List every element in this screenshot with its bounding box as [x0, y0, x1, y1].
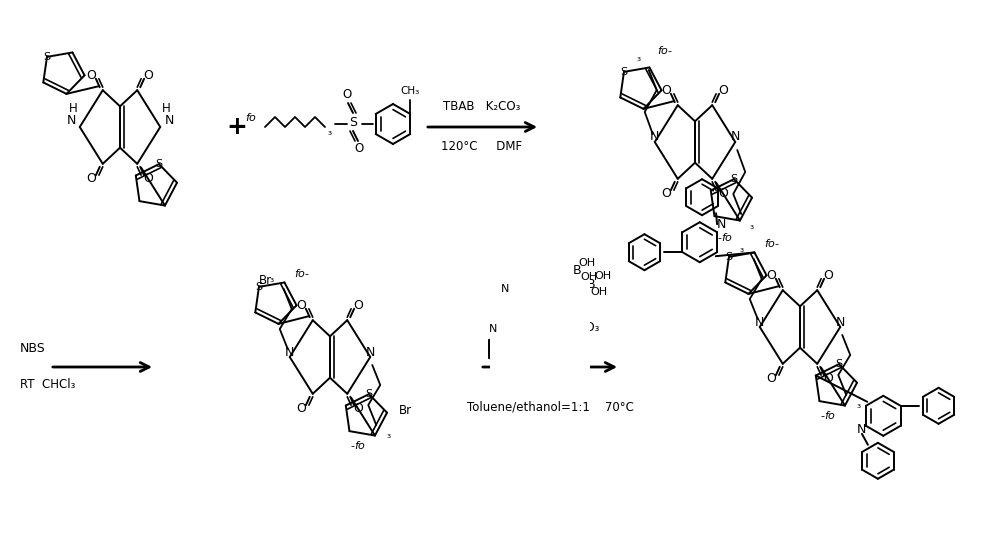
- Text: O: O: [86, 172, 96, 185]
- Text: ₃: ₃: [637, 53, 641, 63]
- Text: O: O: [354, 143, 364, 156]
- Text: N: N: [164, 114, 174, 127]
- Text: CH₃: CH₃: [401, 86, 420, 96]
- Text: N: N: [716, 218, 726, 231]
- Text: OH: OH: [590, 287, 607, 297]
- Text: N: N: [489, 324, 497, 333]
- Text: H: H: [69, 102, 78, 115]
- Text: RT  CHCl₃: RT CHCl₃: [20, 378, 75, 391]
- Text: O: O: [766, 268, 776, 281]
- Text: N: N: [857, 423, 867, 436]
- Text: N: N: [523, 282, 531, 292]
- Text: $\it{fo}$-: $\it{fo}$-: [764, 237, 780, 249]
- Text: O: O: [661, 83, 671, 96]
- Text: S: S: [349, 115, 357, 128]
- Text: O: O: [342, 88, 352, 101]
- Text: O: O: [296, 299, 306, 312]
- Text: ₃: ₃: [270, 274, 274, 284]
- Text: O: O: [144, 172, 154, 185]
- Text: $\it{fo}$: $\it{fo}$: [245, 111, 257, 123]
- Text: ⌓: ⌓: [535, 298, 545, 316]
- Text: -$\it{fo}$: -$\it{fo}$: [717, 231, 733, 243]
- Text: 120°C     DMF: 120°C DMF: [441, 140, 523, 153]
- Text: $\it{fo}$-: $\it{fo}$-: [657, 44, 673, 56]
- Text: ₃: ₃: [386, 430, 390, 440]
- Text: -$\it{fo}$: -$\it{fo}$: [820, 409, 836, 421]
- Text: OH: OH: [541, 357, 559, 367]
- Text: Pd(PPh₃)₄   K₃PO₃: Pd(PPh₃)₄ K₃PO₃: [500, 320, 600, 333]
- Text: N: N: [731, 131, 740, 144]
- Text: O: O: [719, 188, 729, 201]
- Text: S: S: [43, 52, 51, 62]
- Text: O: O: [296, 403, 306, 416]
- Text: O: O: [824, 372, 834, 385]
- Text: H: H: [162, 102, 171, 115]
- Text: +: +: [227, 115, 247, 139]
- Text: O: O: [144, 68, 154, 81]
- Bar: [490, 277, 590, 397]
- Text: OH: OH: [578, 257, 595, 268]
- Text: $\bf{N}$: $\bf{N}$: [530, 281, 540, 294]
- Text: N: N: [836, 315, 845, 328]
- Text: S: S: [155, 159, 163, 169]
- Text: B: B: [586, 278, 595, 291]
- Text: S: S: [255, 282, 263, 292]
- Text: S: S: [620, 67, 628, 77]
- Text: O: O: [824, 268, 834, 281]
- Text: ₃: ₃: [749, 221, 753, 231]
- Text: ₃: ₃: [740, 244, 744, 254]
- Text: N: N: [503, 324, 511, 334]
- Text: OH: OH: [594, 271, 611, 281]
- Text: NBS: NBS: [20, 343, 46, 356]
- Text: Br: Br: [399, 404, 412, 417]
- Text: O: O: [719, 83, 729, 96]
- Text: N: N: [366, 345, 375, 358]
- Text: S: S: [730, 174, 738, 184]
- Text: ₃: ₃: [856, 400, 860, 410]
- Text: Toluene/ethanol=1:1    70°C: Toluene/ethanol=1:1 70°C: [467, 401, 633, 414]
- Text: O: O: [354, 299, 364, 312]
- Text: TBAB   K₂CO₃: TBAB K₂CO₃: [443, 100, 521, 113]
- Text: B: B: [546, 326, 554, 339]
- Text: N: N: [66, 114, 76, 127]
- Text: -$\it{fo}$: -$\it{fo}$: [350, 439, 366, 451]
- Text: OH: OH: [580, 272, 597, 281]
- Text: N: N: [285, 345, 294, 358]
- Text: B: B: [572, 264, 581, 277]
- Text: O: O: [86, 68, 96, 81]
- Text: N: N: [755, 315, 764, 328]
- Text: ₃: ₃: [328, 127, 332, 137]
- Text: $\it{fo}$-: $\it{fo}$-: [294, 267, 310, 279]
- Text: N: N: [501, 283, 509, 294]
- Text: N: N: [650, 131, 659, 144]
- Text: O: O: [354, 403, 364, 416]
- Text: S: S: [365, 389, 373, 399]
- Text: O: O: [661, 188, 671, 201]
- Text: Br: Br: [259, 274, 272, 287]
- Text: S: S: [725, 252, 733, 262]
- Text: S: S: [835, 359, 843, 369]
- Text: O: O: [766, 372, 776, 385]
- Text: OH: OH: [541, 342, 559, 352]
